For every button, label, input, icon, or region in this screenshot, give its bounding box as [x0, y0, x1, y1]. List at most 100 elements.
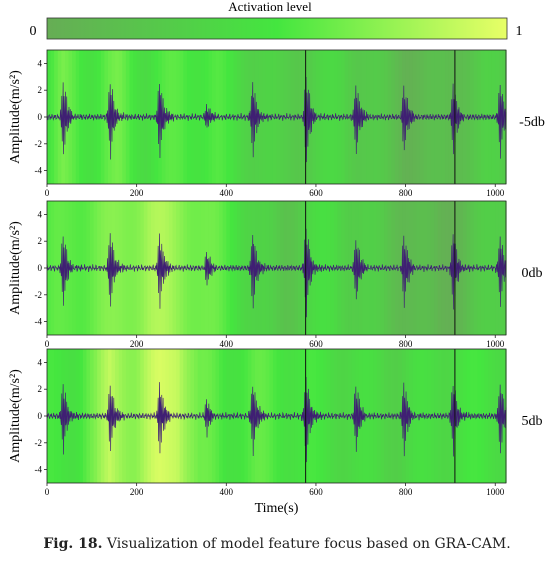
activation-band	[168, 349, 174, 483]
activation-band	[423, 50, 428, 184]
activation-band	[473, 50, 478, 184]
y-axis-label: Amplitude(m/s²)	[8, 369, 23, 463]
y-tick-label: 0	[38, 263, 43, 273]
activation-band	[427, 349, 432, 483]
y-tick-labels: -4 -2 0 2 4	[35, 209, 47, 327]
x-tick-label: 0	[45, 188, 50, 198]
marker-lines	[305, 50, 456, 184]
y-tick-label: 2	[38, 236, 43, 246]
activation-band	[172, 201, 177, 335]
activation-band	[484, 349, 489, 483]
x-tick-label: 0	[45, 339, 50, 349]
activation-band	[283, 50, 288, 184]
activation-band	[90, 349, 95, 483]
activation-band	[215, 201, 220, 335]
y-tick-label: 4	[38, 209, 43, 219]
activation-band	[50, 349, 55, 483]
activation-band	[222, 201, 227, 335]
activation-band	[262, 349, 267, 483]
activation-band	[233, 349, 238, 483]
activation-band	[491, 349, 496, 483]
x-tick-label: 1000	[486, 487, 505, 497]
activation-band	[459, 50, 464, 184]
y-tick-label: -2	[35, 438, 43, 448]
activation-band	[488, 201, 493, 335]
activation-band	[290, 349, 296, 483]
x-tick-label: 0	[45, 487, 50, 497]
activation-band	[150, 201, 156, 335]
activation-band	[287, 349, 292, 483]
activation-band	[244, 50, 249, 184]
y-axis-label: Amplitude(m/s²)	[8, 221, 23, 315]
activation-band	[369, 349, 374, 483]
colorbar	[46, 17, 508, 40]
x-tick-label: 600	[309, 188, 323, 198]
activation-band	[240, 349, 245, 483]
snr-label: -5db	[519, 115, 545, 130]
activation-band	[54, 50, 59, 184]
x-tick-labels: 0 200 400 600 800 1000	[45, 335, 505, 349]
x-tick-label: 1000	[486, 188, 505, 198]
activation-band	[47, 50, 52, 184]
activation-band	[330, 50, 335, 184]
activation-band	[473, 201, 478, 335]
activation-band	[219, 50, 224, 184]
y-tick-labels: -4 -2 0 2 4	[35, 58, 47, 176]
y-tick-label: 4	[38, 58, 43, 68]
activation-band	[229, 201, 235, 335]
activation-band	[434, 349, 439, 483]
snr-label: 0db	[522, 266, 543, 281]
activation-band	[290, 50, 296, 184]
marker-lines	[305, 349, 456, 483]
y-tick-labels: -4 -2 0 2 4	[35, 357, 47, 475]
x-tick-label: 600	[309, 487, 323, 497]
activation-band	[190, 349, 195, 483]
activation-band	[197, 50, 202, 184]
activation-band	[369, 50, 374, 184]
y-axis-label: Amplitude(m/s²)	[8, 70, 23, 164]
colorbar-min-label: 0	[30, 24, 37, 39]
panel-snr-0db: -4 -2 0 2 4 0 200 400 600 800 1000 Amplitude(m/s²…	[8, 200, 543, 349]
x-tick-label: 1000	[486, 339, 505, 349]
activation-band	[179, 201, 184, 335]
y-tick-label: -4	[35, 166, 43, 176]
panel-snr-minus5db: -4 -2 0 2 4 0 200 400 600 800 1000 Amplitude(m/s²…	[8, 49, 545, 198]
activation-band	[387, 201, 392, 335]
y-tick-label: 2	[38, 85, 43, 95]
activation-band	[348, 349, 353, 483]
activation-band	[480, 50, 486, 184]
activation-band	[333, 349, 339, 483]
vibration-signal-line	[46, 76, 507, 163]
activation-band	[133, 50, 138, 184]
activation-band	[233, 50, 238, 184]
activation-band	[477, 349, 482, 483]
x-tick-label: 400	[220, 487, 234, 497]
activation-band	[179, 50, 184, 184]
activation-band	[427, 201, 432, 335]
activation-band	[72, 201, 77, 335]
y-tick-label: 0	[38, 112, 43, 122]
activation-band	[441, 50, 446, 184]
activation-band	[341, 349, 346, 483]
activation-band	[416, 50, 421, 184]
activation-band	[201, 201, 206, 335]
vibration-signal-line	[46, 376, 507, 463]
activation-band	[387, 349, 392, 483]
activation-band	[240, 50, 245, 184]
activation-band	[283, 349, 288, 483]
y-tick-label: 4	[38, 357, 43, 367]
colorbar-max-label: 1	[516, 24, 523, 39]
activation-band	[394, 50, 400, 184]
y-tick-label: -2	[35, 290, 43, 300]
activation-band	[215, 349, 220, 483]
vibration-signal-line	[46, 228, 507, 318]
activation-band	[412, 349, 417, 483]
x-tick-label: 200	[130, 487, 144, 497]
activation-band	[298, 50, 303, 184]
figure-caption-text: Visualization of model feature focus bas…	[102, 536, 511, 552]
panel-snr-5db: -4 -2 0 2 4 0 200 400 600 800 1000 Amplitude(m/s²…	[8, 348, 543, 516]
activation-band	[276, 201, 281, 335]
activation-band	[294, 201, 299, 335]
x-tick-labels: 0 200 400 600 800 1000	[45, 483, 505, 497]
